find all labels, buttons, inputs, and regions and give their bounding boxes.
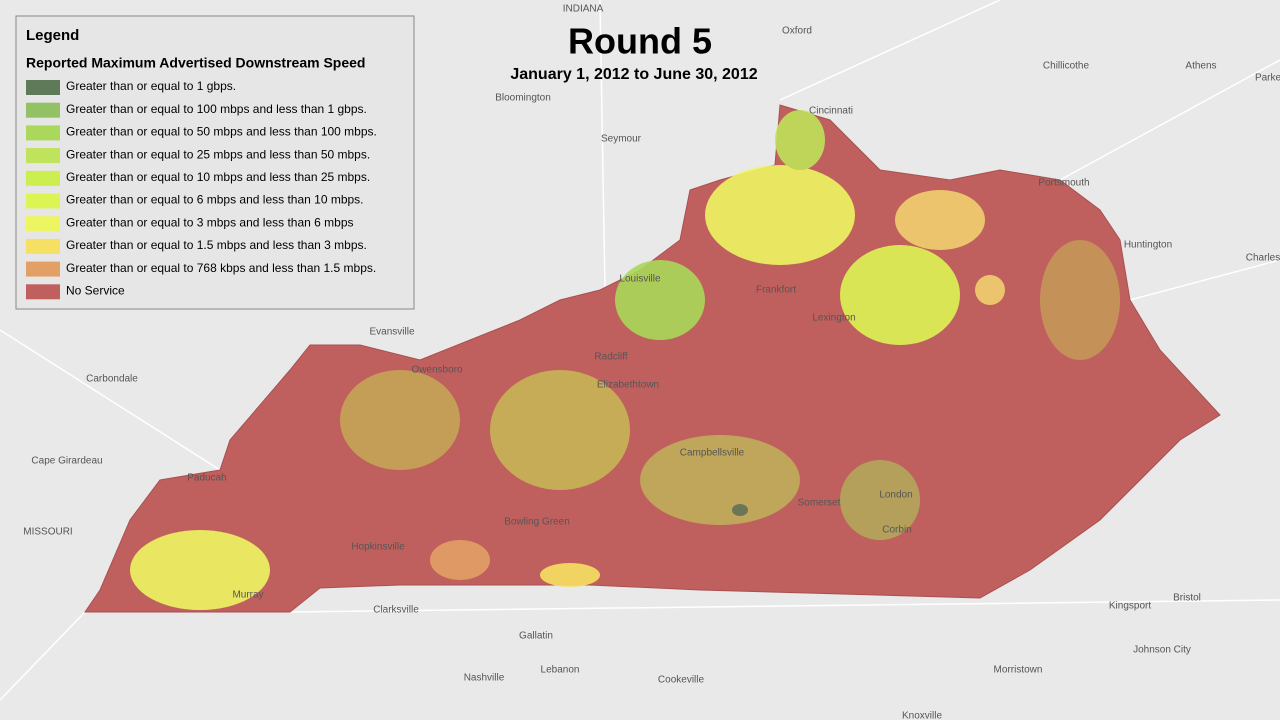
- place-label: Cookeville: [658, 675, 705, 686]
- place-label: Bristol: [1173, 593, 1201, 604]
- legend-label: Greater than or equal to 6 mbps and less…: [66, 193, 364, 207]
- place-label: Clarksville: [373, 605, 419, 616]
- place-label: Cincinnati: [809, 106, 853, 117]
- place-label: MISSOURI: [23, 527, 72, 538]
- place-label: Nashville: [464, 673, 505, 684]
- place-label: Portsmouth: [1038, 178, 1089, 189]
- place-label: Evansville: [369, 327, 414, 338]
- legend-swatch: [26, 216, 60, 232]
- place-label: Somerset: [798, 498, 841, 509]
- place-label: Bloomington: [495, 93, 551, 104]
- place-label: Knoxville: [902, 711, 942, 720]
- legend-swatch: [26, 170, 60, 186]
- legend-box: [15, 15, 415, 310]
- place-label: Johnson City: [1133, 645, 1191, 656]
- legend-label: Greater than or equal to 768 kbps and le…: [66, 261, 376, 275]
- place-label: Carbondale: [86, 374, 138, 385]
- legend-label: Greater than or equal to 3 mbps and less…: [66, 215, 354, 229]
- legend-swatch: [26, 284, 60, 300]
- legend-swatch: [26, 80, 60, 95]
- legend-label: Greater than or equal to 1.5 mbps and le…: [66, 238, 367, 252]
- legend-label: No Service: [66, 283, 125, 297]
- coverage: [130, 110, 1120, 610]
- place-labels: INDIANA Oxford Chillicothe Athens Parke Bloom…: [23, 4, 1280, 720]
- place-label: Paducah: [187, 473, 226, 484]
- legend-label: Greater than or equal to 1 gbps.: [66, 79, 236, 93]
- place-label: Kingsport: [1109, 601, 1151, 612]
- legend-label: Greater than or equal to 25 mbps and les…: [66, 147, 370, 161]
- place-label: INDIANA: [563, 4, 604, 15]
- map-subtitle: January 1, 2012 to June 30, 2012: [510, 66, 757, 83]
- legend-swatch: [26, 125, 60, 141]
- legend-title: Reported Maximum Advertised Downstream S…: [26, 55, 365, 71]
- place-label: Bowling Green: [504, 517, 570, 528]
- place-label: Hopkinsville: [351, 542, 405, 553]
- legend-label: Greater than or equal to 50 mbps and les…: [66, 125, 377, 139]
- place-label: Seymour: [601, 134, 642, 145]
- place-label: Athens: [1185, 61, 1216, 72]
- place-label: Gallatin: [519, 631, 553, 642]
- legend-heading: Legend: [26, 27, 79, 44]
- legend-label: Greater than or equal to 100 mbps and le…: [66, 102, 367, 116]
- state-borders: [0, 0, 1280, 701]
- place-label: Chillicothe: [1043, 61, 1090, 72]
- legend-label: Greater than or equal to 10 mbps and les…: [66, 170, 370, 184]
- legend-swatch: [26, 102, 60, 118]
- legend-swatch: [26, 261, 60, 277]
- legend-swatch: [26, 193, 60, 209]
- place-label: Charles: [1246, 253, 1280, 264]
- map-title: Round 5: [568, 21, 712, 62]
- place-label: Oxford: [782, 26, 812, 37]
- place-label: Louisville: [619, 274, 661, 285]
- place-label: Morristown: [994, 665, 1043, 676]
- place-label: Lebanon: [541, 665, 580, 676]
- legend-swatch: [26, 238, 60, 254]
- place-label: Owensboro: [411, 365, 463, 376]
- place-label: Campbellsville: [680, 448, 745, 459]
- place-label: Murray: [232, 590, 263, 601]
- place-label: Elizabethtown: [597, 380, 659, 391]
- legend: Legend Reported Maximum Advertised Downs…: [15, 15, 415, 310]
- place-label: Radcliff: [594, 352, 627, 363]
- legend-swatch: [26, 148, 60, 164]
- place-label: Frankfort: [756, 285, 796, 296]
- place-label: London: [879, 490, 912, 501]
- place-label: Cape Girardeau: [31, 456, 102, 467]
- place-label: Parke: [1255, 73, 1280, 84]
- place-label: Corbin: [882, 525, 911, 536]
- place-label: Lexington: [812, 313, 855, 324]
- place-label: Huntington: [1124, 240, 1172, 251]
